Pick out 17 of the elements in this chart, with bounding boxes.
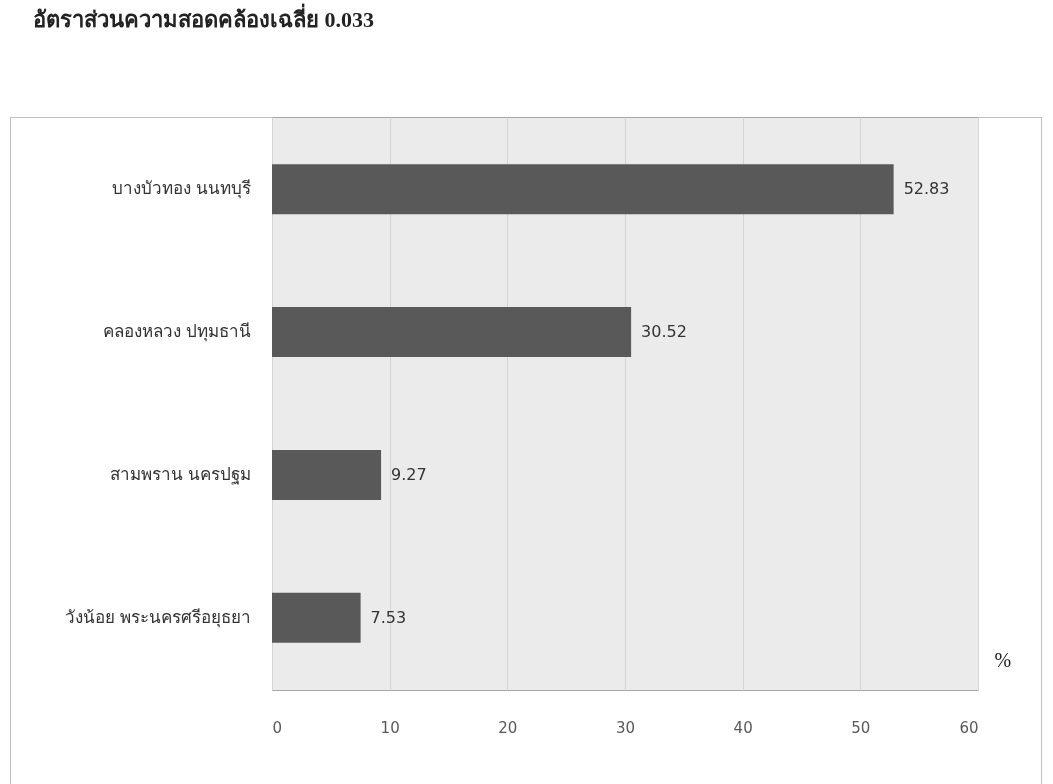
data-label: 7.53	[370, 607, 407, 627]
x-tick-label: 10	[380, 718, 400, 737]
x-tick-label: 60	[959, 718, 979, 737]
x-tick-label: 40	[733, 718, 753, 737]
x-tick-label: 30	[615, 718, 636, 737]
y-tick-label: คลองหลวง ปทุมธานี	[103, 322, 251, 343]
data-label: 30.52	[641, 322, 687, 342]
y-tick-label: บางบัวทอง นนทบุรี	[112, 179, 251, 200]
x-tick-label: 0	[272, 718, 283, 737]
data-label: 52.83	[903, 179, 950, 199]
chart-title: อัตราส่วนความสอดคล้องเฉลี่ย 0.033	[33, 2, 374, 34]
x-axis-title: %	[994, 648, 1012, 671]
y-tick-label: สามพราน นครปฐม	[110, 464, 251, 485]
data-label: 9.27	[391, 464, 427, 484]
y-tick-label: วังน้อย พระนครศรีอยุธยา	[65, 607, 251, 628]
x-tick-label: 50	[851, 718, 871, 737]
x-tick-label: 20	[498, 718, 518, 737]
